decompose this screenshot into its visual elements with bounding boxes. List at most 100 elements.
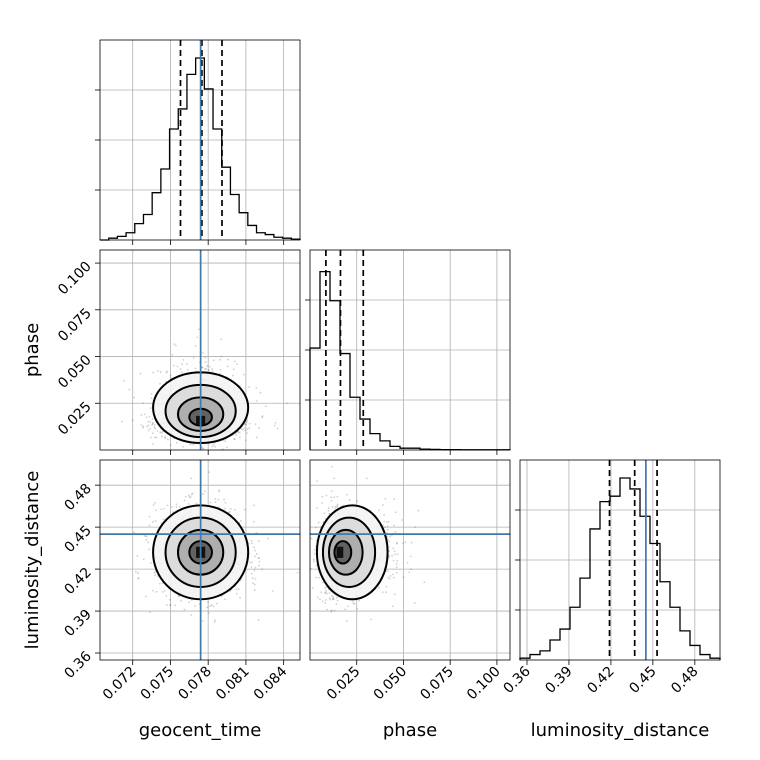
- sample-point: [313, 548, 316, 551]
- sample-point: [253, 569, 256, 572]
- sample-point: [365, 477, 368, 480]
- sample-point: [239, 436, 241, 439]
- x-tick-label: 0.072: [100, 664, 140, 704]
- sample-point: [212, 359, 215, 362]
- sample-point: [194, 345, 197, 347]
- sample-point: [319, 598, 321, 601]
- sample-point: [410, 541, 413, 544]
- sample-point: [401, 519, 404, 521]
- y-tick-label: 0.48: [61, 481, 94, 514]
- sample-point: [333, 496, 336, 499]
- sample-point: [148, 515, 151, 518]
- sample-point: [203, 490, 206, 492]
- sample-point: [189, 443, 192, 446]
- sample-point: [330, 610, 333, 613]
- sample-point: [386, 570, 389, 573]
- sample-point: [180, 600, 182, 602]
- sample-point: [321, 581, 324, 584]
- y-tick-label: 0.39: [61, 607, 94, 640]
- sample-point: [156, 430, 159, 432]
- sample-point: [251, 577, 254, 580]
- sample-point: [220, 338, 223, 341]
- sample-point: [159, 582, 161, 585]
- sample-point: [312, 560, 315, 563]
- sample-point: [136, 555, 139, 557]
- sample-point: [333, 609, 336, 612]
- sample-point: [332, 597, 335, 600]
- contour-line: [321, 516, 377, 588]
- sample-point: [178, 505, 181, 508]
- sample-point: [386, 528, 389, 531]
- sample-point: [150, 397, 153, 400]
- sample-point: [154, 501, 156, 504]
- sample-point: [175, 441, 178, 444]
- sample-point: [378, 509, 380, 512]
- sample-point: [147, 429, 150, 432]
- sample-point: [235, 588, 238, 591]
- sample-point: [147, 424, 150, 427]
- sample-point: [220, 355, 223, 358]
- y-tick-label: 0.100: [55, 259, 95, 299]
- sample-point: [166, 604, 168, 606]
- sample-point: [169, 444, 172, 447]
- sample-point: [385, 585, 388, 588]
- sample-point: [140, 424, 143, 427]
- sample-point: [395, 541, 398, 544]
- sample-point: [160, 435, 163, 438]
- sample-point: [233, 438, 235, 440]
- sample-point: [214, 445, 217, 448]
- sample-point: [243, 508, 246, 511]
- sample-point: [204, 367, 207, 370]
- sample-point: [352, 602, 355, 605]
- sample-point: [175, 503, 178, 506]
- sample-point: [312, 558, 315, 561]
- sample-point: [165, 371, 168, 374]
- sample-point: [165, 595, 168, 597]
- sample-point: [152, 371, 154, 374]
- x-tick-label: 0.078: [175, 664, 215, 704]
- sample-point: [384, 497, 387, 500]
- sample-point: [395, 542, 398, 545]
- sample-point: [145, 416, 148, 419]
- sample-point: [150, 392, 153, 395]
- histogram-geocent_time: [100, 57, 301, 241]
- sample-point: [325, 589, 327, 592]
- sample-point: [325, 494, 328, 497]
- sample-point: [237, 430, 240, 433]
- sample-point: [387, 520, 390, 523]
- sample-point: [188, 601, 190, 604]
- x-axis-label: luminosity_distance: [531, 720, 710, 741]
- y-tick-label: 0.025: [55, 399, 95, 439]
- y-axis-label: phase: [22, 323, 43, 377]
- sample-point: [157, 370, 159, 372]
- sample-point: [252, 582, 254, 585]
- sample-point: [258, 560, 261, 563]
- sample-point: [227, 358, 229, 361]
- sample-point: [147, 420, 150, 423]
- sample-point: [387, 576, 390, 579]
- sample-point: [264, 405, 267, 408]
- sample-point: [218, 489, 221, 492]
- sample-point: [182, 358, 185, 361]
- sample-point: [155, 590, 158, 593]
- sample-point: [153, 426, 156, 428]
- sample-point: [396, 560, 399, 562]
- sample-point: [274, 421, 277, 424]
- sample-point: [346, 620, 348, 622]
- sample-point: [190, 614, 193, 616]
- sample-point: [335, 603, 338, 605]
- sample-point: [209, 501, 212, 504]
- sample-point: [331, 506, 334, 508]
- sample-point: [243, 427, 246, 430]
- sample-point: [336, 495, 339, 498]
- sample-point: [392, 524, 395, 527]
- sample-point: [159, 371, 162, 373]
- sample-point: [395, 572, 398, 574]
- sample-point: [385, 591, 387, 594]
- y-axis-label: luminosity_distance: [22, 471, 43, 650]
- sample-point: [224, 501, 227, 504]
- sample-point: [185, 363, 188, 366]
- sample-point: [235, 432, 238, 435]
- sample-point: [142, 425, 145, 428]
- sample-point: [355, 500, 358, 502]
